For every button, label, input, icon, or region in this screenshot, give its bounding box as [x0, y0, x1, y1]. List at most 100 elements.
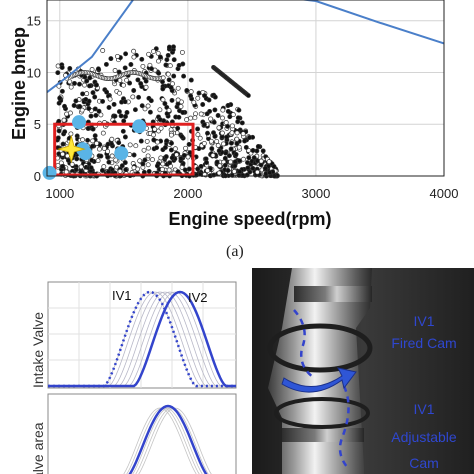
scatter-point	[79, 107, 85, 113]
scatter-point	[85, 137, 91, 143]
scatter-point	[116, 109, 122, 115]
scatter-point	[262, 165, 268, 171]
scatter-point	[95, 66, 101, 72]
scatter-point	[133, 143, 139, 149]
scatter-point	[202, 93, 207, 99]
scatter-point	[80, 91, 86, 97]
scatter-point	[179, 49, 185, 55]
scatter-point	[267, 170, 273, 176]
scatter-point	[147, 109, 153, 115]
scatter-point	[188, 89, 194, 95]
scatter-point	[166, 107, 172, 113]
scatter-point	[131, 152, 137, 158]
scatter-point	[215, 113, 221, 118]
scatter-point	[250, 148, 256, 153]
scatter-point	[141, 147, 147, 153]
scatter-point	[92, 133, 98, 139]
scatter-point	[162, 145, 168, 150]
scatter-point	[96, 108, 102, 114]
scatter-point	[229, 123, 235, 129]
scatter-point	[138, 138, 144, 144]
scatter-point	[98, 112, 104, 118]
scatter-point	[140, 63, 146, 69]
scatter-point	[131, 88, 137, 93]
scatter-point	[178, 156, 184, 162]
scatter-point	[222, 162, 228, 168]
star-marker	[56, 134, 86, 164]
scatter-point	[157, 107, 163, 113]
scatter-point	[162, 101, 168, 107]
scatter-point	[143, 78, 149, 84]
valve-area-axis-label: alve area	[30, 422, 46, 474]
scatter-point	[160, 97, 166, 103]
scatter-point	[178, 104, 184, 109]
scatter-point	[227, 114, 233, 120]
scatter-point	[144, 138, 150, 144]
lower-cam-dashed-outline	[338, 385, 350, 469]
operating-point	[114, 146, 129, 161]
scatter-point	[188, 77, 194, 83]
scatter-point	[105, 169, 111, 175]
scatter-point	[245, 165, 251, 171]
scatter-point	[152, 126, 158, 132]
scatter-point	[94, 140, 100, 146]
scatter-point	[243, 144, 249, 150]
scatter-point	[208, 116, 214, 122]
scatter-point	[122, 134, 128, 140]
scatter-point	[87, 83, 92, 89]
scatter-point	[123, 51, 129, 57]
scatter-point	[214, 159, 220, 165]
scatter-point	[216, 148, 222, 154]
scatter-point	[175, 85, 181, 91]
scatter-point	[220, 115, 225, 121]
scatter-point	[103, 61, 109, 67]
scatter-point	[149, 66, 154, 72]
scatter-point	[184, 88, 190, 93]
scatter-point	[88, 165, 94, 171]
scatter-point	[195, 166, 201, 172]
scatter-point	[95, 158, 101, 164]
scatter-point	[169, 140, 174, 146]
scatter-point	[154, 145, 160, 151]
camshaft-ring-bottom	[282, 428, 364, 442]
scatter-point	[204, 111, 210, 117]
scatter-point	[219, 130, 225, 136]
scatter-point	[140, 161, 146, 167]
scatter-point	[122, 99, 128, 105]
scatter-point	[113, 157, 119, 163]
scatter-point	[148, 98, 154, 104]
scatter-point	[68, 131, 74, 137]
scatter-point	[167, 160, 173, 166]
scatter-point	[143, 84, 149, 90]
scatter-point	[186, 166, 192, 172]
scatter-point	[230, 112, 236, 118]
y-tick-label: 15	[27, 14, 41, 29]
scatter-point	[163, 62, 169, 68]
scatter-point	[163, 154, 169, 160]
y-tick-label: 5	[34, 117, 41, 132]
scatter-point	[112, 113, 118, 119]
scatter-point	[239, 120, 245, 126]
plot-frame	[46, 0, 445, 177]
scatter-point	[100, 98, 106, 104]
x-tick-label: 3000	[301, 186, 330, 201]
full-load-envelope-line	[46, 0, 445, 93]
scatter-point	[135, 77, 141, 83]
scatter-point	[78, 169, 84, 175]
scatter-point	[146, 51, 152, 57]
scatter-point	[205, 168, 210, 174]
scatter-point	[60, 151, 66, 157]
scatter-point	[122, 65, 128, 71]
scatter-point	[69, 161, 75, 167]
scatter-point	[87, 75, 93, 81]
scatter-point	[254, 148, 260, 154]
scatter-point	[92, 106, 98, 112]
scatter-point	[228, 146, 234, 152]
scatter-point	[77, 81, 82, 87]
scatter-point	[187, 150, 193, 156]
scatter-point	[234, 141, 240, 147]
scatter-point	[68, 84, 74, 90]
scatter-point	[260, 148, 266, 154]
scatter-point	[117, 90, 122, 96]
scatter-point	[228, 159, 234, 165]
